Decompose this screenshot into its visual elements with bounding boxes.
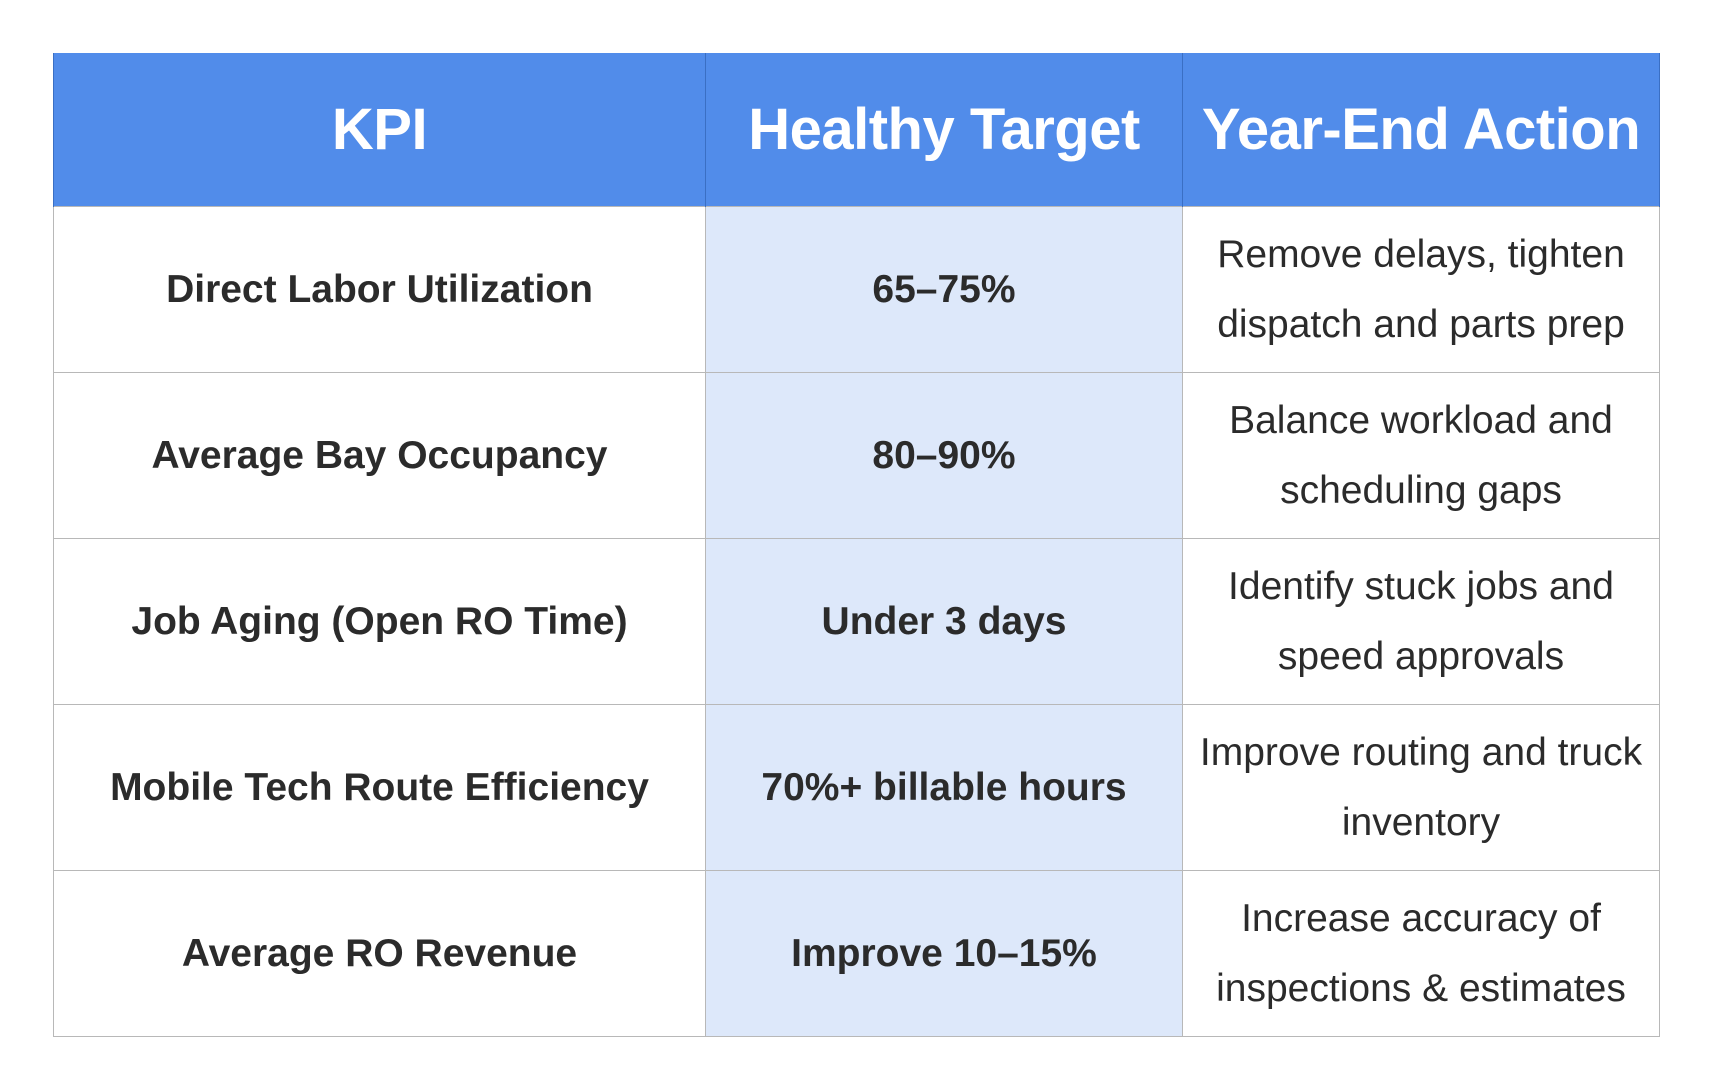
target-cell: Under 3 days — [705, 538, 1183, 705]
table-row: Average Bay Occupancy 80–90% Balance wor… — [53, 372, 1660, 539]
table-row: Average RO Revenue Improve 10–15% Increa… — [53, 870, 1660, 1037]
action-cell: Identify stuck jobs and speed approvals — [1182, 538, 1660, 705]
target-cell: 70%+ billable hours — [705, 704, 1183, 871]
header-year-end-action: Year-End Action — [1182, 53, 1660, 207]
table-row: Mobile Tech Route Efficiency 70%+ billab… — [53, 704, 1660, 871]
kpi-cell: Average RO Revenue — [53, 870, 706, 1037]
header-row: KPI Healthy Target Year-End Action — [53, 53, 1660, 207]
action-cell: Improve routing and truck inventory — [1182, 704, 1660, 871]
kpi-cell: Average Bay Occupancy — [53, 372, 706, 539]
action-cell: Increase accuracy of inspections & estim… — [1182, 870, 1660, 1037]
kpi-cell: Direct Labor Utilization — [53, 206, 706, 373]
action-cell: Remove delays, tighten dispatch and part… — [1182, 206, 1660, 373]
table-row: Job Aging (Open RO Time) Under 3 days Id… — [53, 538, 1660, 705]
header-kpi: KPI — [53, 53, 706, 207]
kpi-cell: Job Aging (Open RO Time) — [53, 538, 706, 705]
kpi-cell: Mobile Tech Route Efficiency — [53, 704, 706, 871]
target-cell: 65–75% — [705, 206, 1183, 373]
kpi-table: KPI Healthy Target Year-End Action Direc… — [53, 53, 1660, 1037]
target-cell: Improve 10–15% — [705, 870, 1183, 1037]
table-row: Direct Labor Utilization 65–75% Remove d… — [53, 206, 1660, 373]
table-body: Direct Labor Utilization 65–75% Remove d… — [53, 206, 1660, 1037]
header-healthy-target: Healthy Target — [705, 53, 1183, 207]
target-cell: 80–90% — [705, 372, 1183, 539]
table-header: KPI Healthy Target Year-End Action — [53, 53, 1660, 207]
action-cell: Balance workload and scheduling gaps — [1182, 372, 1660, 539]
